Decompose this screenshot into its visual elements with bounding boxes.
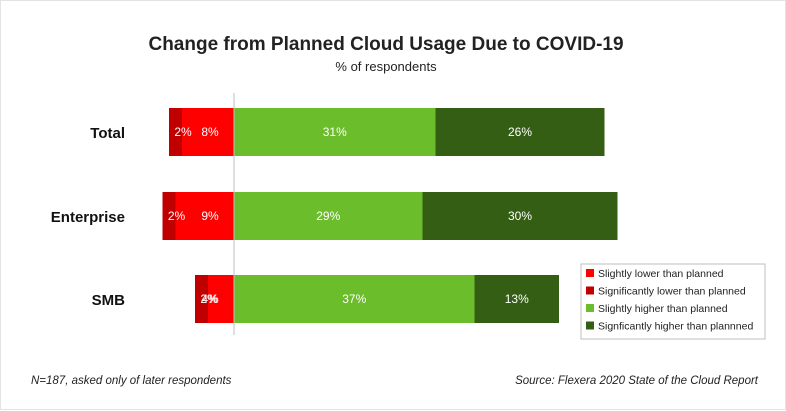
bar-smb-series-2 [234,275,475,323]
category-label-enterprise: Enterprise [51,209,125,226]
data-label-total-series-1: 2% [174,125,192,139]
legend-entry-2: Slightly higher than planned [598,303,728,315]
data-label-smb-series-0: 4% [201,292,219,306]
legend: Slightly lower than planned Significantly… [580,263,766,340]
bar-total-series-0 [182,108,234,156]
legend-swatch-3 [586,321,594,330]
data-label-total-series-3: 26% [508,125,532,139]
legend-entry-1: Significantly lower than planned [598,286,746,298]
legend-swatch-1 [586,286,594,295]
chart-title: Change from Planned Cloud Usage Due to C… [148,34,623,55]
legend-swatch-2 [586,304,594,312]
bar-enterprise-series-3 [422,192,618,240]
source-note: Source: Flexera 2020 State of the Cloud … [515,375,759,387]
legend-entry-3: Signficantly higher than plannned [598,321,753,333]
bar-enterprise-series-0 [175,192,234,240]
category-labels: Total Enterprise SMB [51,125,125,309]
data-label-enterprise-series-0: 9% [201,209,219,223]
data-label-enterprise-series-3: 30% [508,209,532,223]
bar-enterprise-series-1 [162,192,176,240]
bar-smb-series-3 [474,275,559,323]
legend-entry-0: Slightly lower than planned [598,268,724,280]
data-label-total-series-0: 8% [201,125,219,139]
data-label-enterprise-series-1: 2% [168,209,186,223]
data-label-smb-series-3: 13% [505,292,529,306]
data-label-smb-series-1: 2% [200,292,218,306]
bar-enterprise-series-2 [234,192,423,240]
category-label-total: Total [90,125,125,142]
data-label-enterprise-series-2: 29% [316,209,340,223]
bar-smb-series-0 [208,275,234,323]
bars-group: 31% 26%8%2%29% 30%9%2%37% 13%4%2% [162,108,618,323]
data-label-total-series-2: 31% [323,125,347,139]
bar-total-series-1 [169,108,182,156]
category-label-smb: SMB [92,292,126,309]
chart-subtitle: % of respondents [335,59,437,74]
bar-total-series-2 [234,108,436,156]
data-label-smb-series-2: 37% [342,292,366,306]
bar-total-series-3 [435,108,605,156]
footnote: N=187, asked only of later respondents [31,375,232,387]
legend-box [580,263,766,340]
bar-smb-series-1 [195,275,208,323]
legend-swatch-0 [586,269,594,277]
